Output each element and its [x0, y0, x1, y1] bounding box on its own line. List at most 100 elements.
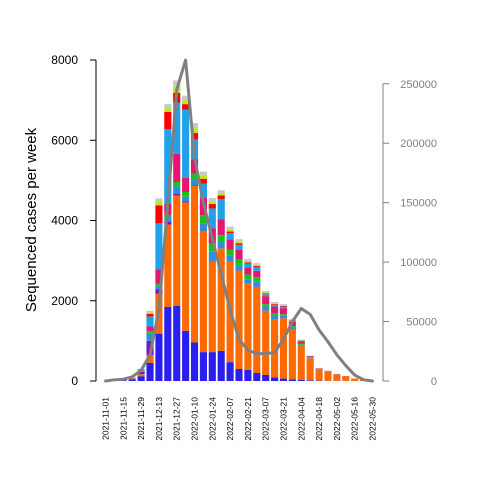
bar-segment-7 — [279, 305, 288, 307]
bar-segment-4 — [288, 326, 296, 328]
bar-segment-1 — [271, 319, 279, 378]
bar-segment-4 — [190, 173, 199, 180]
bar-segment-7 — [182, 104, 190, 110]
bar-segment-7 — [271, 304, 279, 305]
bar-segment-6 — [279, 306, 288, 309]
bar-segment-0 — [217, 350, 225, 381]
bar-segment-5 — [279, 308, 288, 315]
bar-segment-5 — [155, 269, 163, 284]
x-tick-label: 2022-01-10 — [190, 397, 200, 441]
bar-segment-4 — [182, 192, 190, 197]
bar-segment-7 — [155, 205, 163, 224]
bar-segment-4 — [253, 277, 261, 282]
bar-segment-4 — [262, 304, 270, 307]
x-tick-label: 2021-12-27 — [172, 397, 182, 441]
bar-segment-4 — [146, 331, 154, 334]
bar-segment-8 — [217, 193, 225, 196]
bar-segment-8 — [164, 108, 172, 112]
bar-segment-9 — [164, 104, 172, 109]
bar-segment-3 — [262, 306, 270, 311]
bar-segment-6 — [253, 267, 261, 271]
bar-segment-3 — [155, 286, 163, 290]
bar-segment-5 — [173, 153, 181, 182]
left-tick-label: 4000 — [51, 214, 78, 228]
bar-segment-7 — [253, 266, 261, 268]
bar-segment-9 — [279, 304, 288, 306]
bar-segment-6 — [217, 199, 225, 220]
right-axis: 0 50000 100000 150000 200000 250000 — [382, 79, 437, 388]
bar-segment-6 — [146, 316, 154, 327]
bar-segment-9 — [182, 95, 190, 101]
x-tick-label: 2022-05-02 — [332, 397, 342, 441]
bar-segment-0 — [173, 305, 181, 381]
bar-segment-2 — [190, 185, 199, 186]
bar-segment-6 — [164, 129, 172, 204]
bar-segment-1 — [306, 358, 314, 381]
bar-segment-4 — [244, 274, 252, 280]
x-tick-label: 2022-02-07 — [225, 397, 235, 441]
bar-segment-4 — [279, 314, 288, 316]
right-tick-label: 250000 — [400, 79, 437, 91]
bar-segment-9 — [173, 80, 181, 87]
bar-segment-1 — [235, 270, 243, 369]
x-tick-label: 2021-11-29 — [136, 397, 146, 440]
bar-segment-0 — [279, 378, 288, 381]
x-tick-label: 2022-02-21 — [243, 397, 253, 441]
bar-segment-1 — [182, 202, 190, 331]
bar-segment-7 — [208, 204, 216, 209]
line-layer — [104, 58, 374, 383]
bar-segment-4 — [226, 249, 234, 256]
bar-segment-4 — [208, 243, 216, 252]
bar-segment-3 — [306, 357, 314, 359]
left-tick-label: 2000 — [51, 294, 78, 308]
bar-segment-0 — [155, 333, 163, 381]
bar-segment-5 — [244, 267, 252, 275]
bar-segment-0 — [235, 368, 243, 381]
bar-segment-1 — [199, 231, 207, 353]
x-tick-label: 2021-11-15 — [118, 397, 128, 440]
x-tick-label: 2022-05-16 — [350, 397, 360, 441]
bar-segment-7 — [164, 111, 172, 130]
x-tick-label: 2022-03-21 — [278, 397, 288, 441]
bar-segment-3 — [199, 223, 207, 232]
bar-segment-1 — [342, 376, 350, 381]
bar-segment-5 — [271, 306, 279, 314]
bar-segment-0 — [199, 352, 207, 381]
bar-segment-1 — [262, 310, 270, 375]
x-tick-label: 2022-01-24 — [207, 397, 217, 441]
bar-segment-6 — [235, 244, 243, 250]
x-tick-label: 2021-12-13 — [154, 397, 164, 441]
x-axis: 2021-11-01 2021-11-15 2021-11-29 2021-12-13… — [101, 397, 378, 441]
bar-segment-4 — [199, 215, 207, 224]
right-tick-label: 100000 — [400, 257, 437, 269]
bar-segment-3 — [288, 327, 296, 330]
bar-segment-2 — [155, 289, 163, 294]
bar-segment-2 — [137, 371, 145, 375]
bar-segment-9 — [253, 263, 261, 265]
bar-segment-9 — [217, 190, 225, 194]
bar-segment-6 — [244, 263, 252, 268]
x-tick-label: 2022-05-30 — [367, 397, 377, 441]
bar-segment-1 — [279, 318, 288, 379]
x-tick-label: 2021-11-01 — [101, 397, 111, 440]
bar-segment-7 — [217, 195, 225, 200]
bar-segment-3 — [226, 255, 234, 262]
x-tick-label: 2022-04-18 — [314, 397, 324, 441]
right-tick-label: 200000 — [400, 138, 437, 150]
bar-segment-1 — [217, 248, 225, 351]
bar-segment-8 — [244, 260, 252, 263]
bar-segment-3 — [208, 251, 216, 262]
bar-segment-5 — [235, 249, 243, 260]
bar-segment-0 — [271, 377, 279, 381]
bar-segment-7 — [146, 313, 154, 317]
bar-segment-6 — [199, 183, 207, 199]
bar-segment-1 — [297, 345, 305, 380]
bar-segment-0 — [182, 330, 190, 381]
bar-segment-4 — [217, 235, 225, 242]
right-tick-label: 50000 — [406, 317, 437, 329]
bar-segment-2 — [173, 194, 181, 196]
bar-segment-1 — [146, 354, 154, 363]
bar-segment-4 — [235, 259, 243, 266]
bar-segment-9 — [271, 301, 279, 304]
bar-segment-0 — [137, 376, 145, 381]
